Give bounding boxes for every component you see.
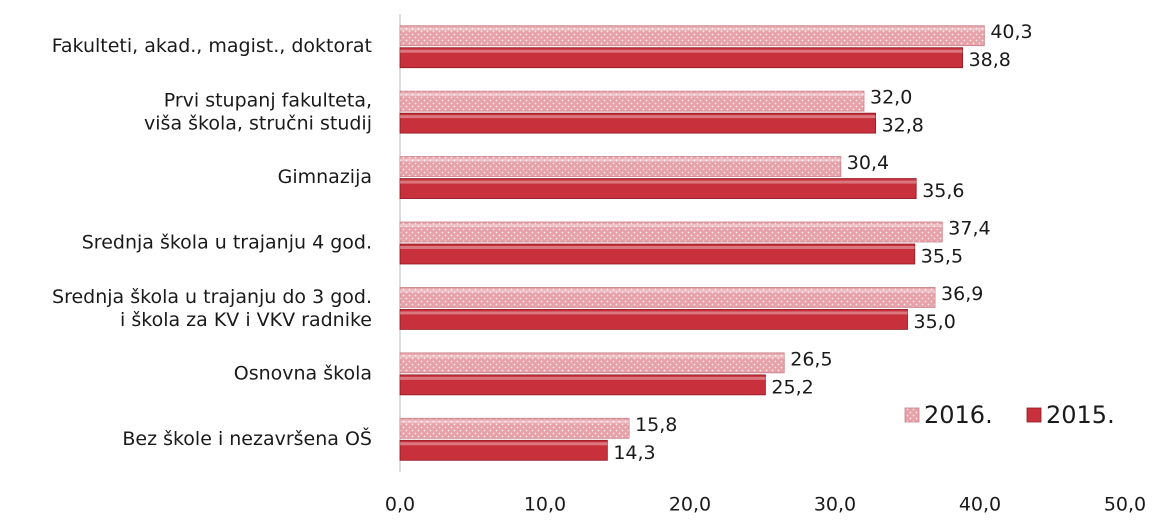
category-label: Srednja škola u trajanju 4 god. (82, 232, 372, 254)
bar (399, 25, 985, 47)
bar-highlight (400, 27, 985, 31)
bar-highlight (400, 180, 917, 184)
bar-highlight (400, 289, 936, 293)
value-label: 38,8 (969, 49, 1011, 71)
bar (399, 47, 963, 69)
bar (399, 243, 916, 265)
value-label: 32,8 (882, 115, 924, 137)
category-label: Fakulteti, akad., magist., doktorat (52, 35, 372, 57)
bar-highlight (400, 246, 915, 249)
bar-highlight (400, 311, 908, 315)
bar-highlight (400, 158, 841, 162)
x-tick-label: 30,0 (814, 494, 856, 516)
value-label: 25,2 (771, 376, 813, 398)
legend-swatch (904, 407, 920, 423)
bar-highlight (400, 93, 864, 97)
bar-highlight (400, 115, 876, 119)
bar (399, 221, 943, 243)
category-label: Osnovna škola (234, 362, 372, 384)
bar-highlight (400, 376, 766, 380)
value-label: 26,5 (790, 348, 832, 370)
value-label: 35,5 (921, 246, 963, 268)
bar (399, 417, 630, 439)
value-label: 35,0 (914, 311, 956, 333)
x-tick-label: 20,0 (669, 494, 711, 516)
bar-highlight (400, 49, 963, 53)
value-label: 37,4 (948, 218, 990, 240)
bar (399, 439, 608, 461)
x-tick-label: 0,0 (385, 494, 415, 516)
value-label: 15,8 (635, 414, 677, 436)
value-label: 32,0 (870, 87, 912, 109)
bar (399, 178, 917, 199)
value-label: 30,4 (847, 152, 889, 174)
value-label: 36,9 (941, 283, 983, 305)
category-label: Bez škole i nezavršena OŠ (122, 426, 372, 450)
category-label: Srednja škola u trajanju do 3 god. i škol… (52, 286, 372, 331)
bar-highlight (400, 224, 943, 227)
bar-highlight (400, 354, 785, 358)
legend-swatch (1026, 407, 1042, 423)
x-tick-label: 40,0 (959, 494, 1001, 516)
value-label: 14,3 (613, 442, 655, 464)
bar (399, 374, 766, 396)
bar (399, 352, 785, 374)
bar (399, 90, 865, 112)
bar-highlight (400, 420, 630, 424)
x-tick-label: 10,0 (524, 494, 566, 516)
legend-label: 2015. (1046, 401, 1115, 429)
bar-highlight (400, 442, 608, 446)
category-label: Gimnazija (278, 166, 372, 188)
bar (399, 287, 936, 308)
legend-label: 2016. (924, 401, 993, 429)
category-label: Prvi stupanj fakulteta, viša škola, struč… (144, 89, 372, 134)
value-label: 35,6 (922, 180, 964, 202)
bar (399, 112, 877, 134)
value-label: 40,3 (990, 21, 1032, 43)
bar (399, 156, 842, 177)
x-tick-label: 50,0 (1104, 494, 1146, 516)
bar (399, 309, 908, 330)
